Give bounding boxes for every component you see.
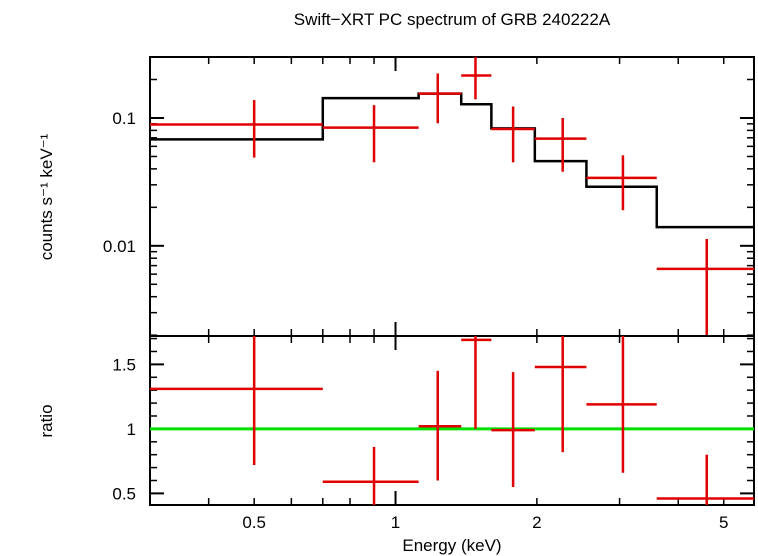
- y-tick-label: 1.5: [112, 355, 136, 374]
- data-point: [150, 100, 323, 158]
- data-point: [461, 57, 492, 100]
- x-tick-label: 2: [532, 513, 541, 532]
- data-point: [418, 370, 462, 481]
- data-point: [656, 239, 754, 336]
- x-tick-label: 5: [719, 513, 728, 532]
- ratio-data: [150, 336, 754, 505]
- data-point: [586, 336, 657, 473]
- spectrum-data: [150, 57, 754, 336]
- model-curve: [150, 92, 754, 229]
- data-point: [491, 372, 535, 487]
- x-tick-label: 0.5: [242, 513, 266, 532]
- bottom-y-axis-label: ratio: [37, 404, 56, 437]
- model-step-line: [150, 92, 754, 229]
- top-panel-frame: [149, 56, 755, 337]
- data-point: [534, 336, 587, 453]
- data-point: [461, 336, 492, 429]
- data-point: [491, 106, 535, 163]
- data-point: [150, 336, 323, 466]
- bottom-panel-frame: [149, 335, 755, 506]
- chart-title: Swift−XRT PC spectrum of GRB 240222A: [294, 10, 611, 29]
- data-point: [322, 105, 419, 163]
- data-point: [534, 117, 587, 172]
- data-point: [322, 446, 419, 505]
- top-x-ticks: [149, 57, 725, 336]
- top-panel: 0.1 0.01 counts s⁻¹ keV⁻¹: [37, 56, 755, 337]
- y-tick-label: 0.5: [112, 484, 136, 503]
- data-point: [656, 454, 754, 505]
- x-tick-label: 1: [391, 513, 400, 532]
- top-y-axis-label: counts s⁻¹ keV⁻¹: [37, 133, 56, 260]
- bottom-x-ticks: 0.5 1 2 5: [149, 336, 728, 532]
- y-tick-label: 0.01: [103, 237, 136, 256]
- data-point: [418, 73, 462, 124]
- y-tick-label: 0.1: [112, 109, 136, 128]
- data-point: [586, 155, 657, 211]
- y-tick-label: 1: [127, 420, 136, 439]
- bottom-y-ticks: 0.5 1 1.5: [112, 337, 754, 503]
- bottom-panel: 0.5 1 1.5 0.5 1 2 5 ratio: [37, 335, 755, 532]
- x-axis-label: Energy (keV): [402, 536, 501, 555]
